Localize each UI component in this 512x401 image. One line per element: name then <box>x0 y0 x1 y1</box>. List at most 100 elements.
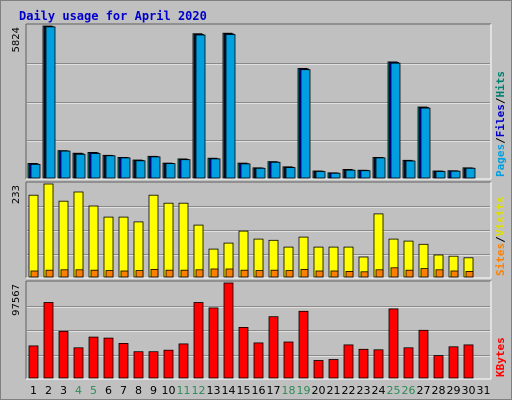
bar-visits-day-8 <box>133 221 144 278</box>
bar-kbytes-day-4 <box>73 347 84 379</box>
bar-sites-day-5 <box>90 269 99 278</box>
bar-kbytes-day-28 <box>433 355 444 379</box>
bar-pages-day-28 <box>435 171 446 179</box>
bar-sites-day-23 <box>360 271 369 278</box>
legend-entry: Sites <box>494 243 507 276</box>
bar-sites-day-2 <box>45 269 54 278</box>
legend-entry: Files <box>494 104 507 137</box>
bar-pages-day-23 <box>360 170 371 179</box>
bar-pages-day-4 <box>75 153 86 179</box>
bar-pages-day-25 <box>390 62 401 179</box>
bar-sites-day-13 <box>210 268 219 278</box>
bar-pages-day-7 <box>120 157 131 179</box>
bar-kbytes-day-30 <box>463 344 474 379</box>
x-tick-label-13: 13 <box>207 384 221 397</box>
bar-pages-day-8 <box>135 160 146 179</box>
bar-kbytes-day-29 <box>448 346 459 379</box>
bar-sites-day-16 <box>255 270 264 278</box>
panel-background <box>26 24 491 179</box>
x-tick-label-16: 16 <box>252 384 266 397</box>
bar-visits-day-24 <box>373 213 384 278</box>
bar-pages-day-18 <box>285 167 296 179</box>
bar-pages-day-9 <box>150 156 161 179</box>
bar-sites-day-18 <box>285 270 294 278</box>
legend-hits-files-pages: Pages/Files/Hits <box>494 71 507 177</box>
bar-kbytes-day-20 <box>313 360 324 379</box>
x-tick-label-8: 8 <box>135 384 142 397</box>
panel-visits-sites: 233 Sites/Visits <box>11 181 507 279</box>
x-tick-label-31: 31 <box>477 384 491 397</box>
bar-kbytes-day-27 <box>418 329 429 379</box>
legend-entry: / <box>494 236 507 243</box>
bar-kbytes-day-9 <box>148 351 159 379</box>
bar-kbytes-day-1 <box>28 345 39 379</box>
x-tick-label-30: 30 <box>462 384 476 397</box>
bar-sites-day-19 <box>300 268 309 278</box>
x-tick-label-28: 28 <box>432 384 446 397</box>
x-tick-label-25: 25 <box>387 384 401 397</box>
x-tick-label-11: 11 <box>177 384 191 397</box>
bar-kbytes-day-24 <box>373 349 384 379</box>
bar-sites-day-9 <box>150 268 159 278</box>
x-tick-label-14: 14 <box>222 384 236 397</box>
bar-pages-day-3 <box>60 150 71 179</box>
legend-entry: / <box>494 137 507 144</box>
bar-pages-day-27 <box>420 107 431 179</box>
x-tick-label-7: 7 <box>120 384 127 397</box>
bar-kbytes-day-18 <box>283 341 294 379</box>
bar-sites-day-24 <box>375 269 384 278</box>
x-axis: 1 2 3 4 5 6 7 8 9 10 11 12 13 14 15 16 17 18 19 20 21 22 23 24 2… <box>30 384 491 397</box>
bar-sites-day-25 <box>390 267 399 278</box>
bar-kbytes-day-19 <box>298 310 309 379</box>
bar-pages-day-11 <box>180 159 191 179</box>
panel-kbytes: 97567 KBytes <box>11 280 507 380</box>
bar-visits-day-4 <box>73 191 84 278</box>
bar-visits-day-7 <box>118 216 129 278</box>
bar-sites-day-12 <box>195 269 204 278</box>
bar-sites-day-8 <box>135 270 144 278</box>
x-tick-label-6: 6 <box>105 384 112 397</box>
bar-visits-day-2 <box>43 183 54 278</box>
bar-visits-day-6 <box>103 216 114 278</box>
legend-visits-sites: Sites/Visits <box>494 197 507 277</box>
bar-sites-day-21 <box>330 270 339 278</box>
x-tick-label-1: 1 <box>30 384 37 397</box>
bar-kbytes-day-11 <box>178 343 189 379</box>
bar-pages-day-1 <box>30 163 41 179</box>
bar-kbytes-day-26 <box>403 347 414 379</box>
x-tick-label-15: 15 <box>237 384 251 397</box>
bar-sites-day-4 <box>75 269 84 278</box>
x-tick-label-5: 5 <box>90 384 97 397</box>
bar-sites-day-29 <box>450 270 459 278</box>
bar-sites-day-10 <box>165 269 174 278</box>
bar-pages-day-15 <box>240 163 251 179</box>
bar-kbytes-day-12 <box>193 302 204 379</box>
bar-sites-day-27 <box>420 268 429 278</box>
bar-sites-day-11 <box>180 269 189 278</box>
bar-kbytes-day-16 <box>253 342 264 379</box>
bar-pages-day-12 <box>195 34 206 179</box>
x-tick-label-23: 23 <box>357 384 371 397</box>
bar-pages-day-10 <box>165 163 176 179</box>
bar-pages-day-6 <box>105 155 116 179</box>
legend-entry: / <box>494 97 507 104</box>
x-tick-label-2: 2 <box>45 384 52 397</box>
legend-entry: Visits <box>494 197 507 237</box>
bar-kbytes-day-15 <box>238 326 249 379</box>
bar-kbytes-day-14 <box>223 282 234 379</box>
bar-sites-day-28 <box>435 269 444 278</box>
bar-kbytes-day-8 <box>133 351 144 379</box>
bar-kbytes-day-6 <box>103 337 114 379</box>
bar-visits-day-5 <box>88 205 99 278</box>
bar-visits-day-9 <box>148 194 159 278</box>
x-tick-label-26: 26 <box>402 384 416 397</box>
bar-kbytes-day-25 <box>388 308 399 379</box>
bar-kbytes-day-23 <box>358 348 369 379</box>
x-tick-label-3: 3 <box>60 384 67 397</box>
bar-kbytes-day-22 <box>343 344 354 379</box>
x-tick-label-4: 4 <box>75 384 82 397</box>
bar-kbytes-day-7 <box>118 342 129 379</box>
